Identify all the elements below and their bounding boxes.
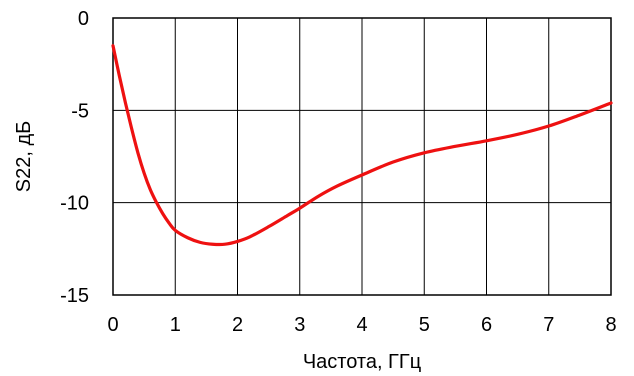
y-tick-label: -10 <box>60 193 89 215</box>
x-tick-label: 8 <box>605 314 616 336</box>
x-tick-label: 6 <box>481 314 492 336</box>
y-axis-title: S22, дБ <box>13 121 35 193</box>
x-tick-label: 2 <box>232 314 243 336</box>
x-tick-label: 7 <box>543 314 554 336</box>
x-tick-label: 3 <box>294 314 305 336</box>
series-line <box>111 44 613 247</box>
y-tick-labels: 0 -5 -10 -15 <box>60 8 89 307</box>
y-tick-label: -15 <box>60 285 89 307</box>
y-tick-label: 0 <box>78 8 89 30</box>
x-tick-label: 0 <box>107 314 118 336</box>
x-tick-label: 4 <box>356 314 367 336</box>
grid-lines <box>113 18 611 295</box>
y-tick-label: -5 <box>71 100 89 122</box>
x-tick-labels: 0 1 2 3 4 5 6 7 8 <box>107 314 616 336</box>
plot-area-frame <box>112 17 612 296</box>
x-axis-title: Частота, ГГц <box>303 351 421 373</box>
x-tick-label: 5 <box>419 314 430 336</box>
x-tick-label: 1 <box>170 314 181 336</box>
